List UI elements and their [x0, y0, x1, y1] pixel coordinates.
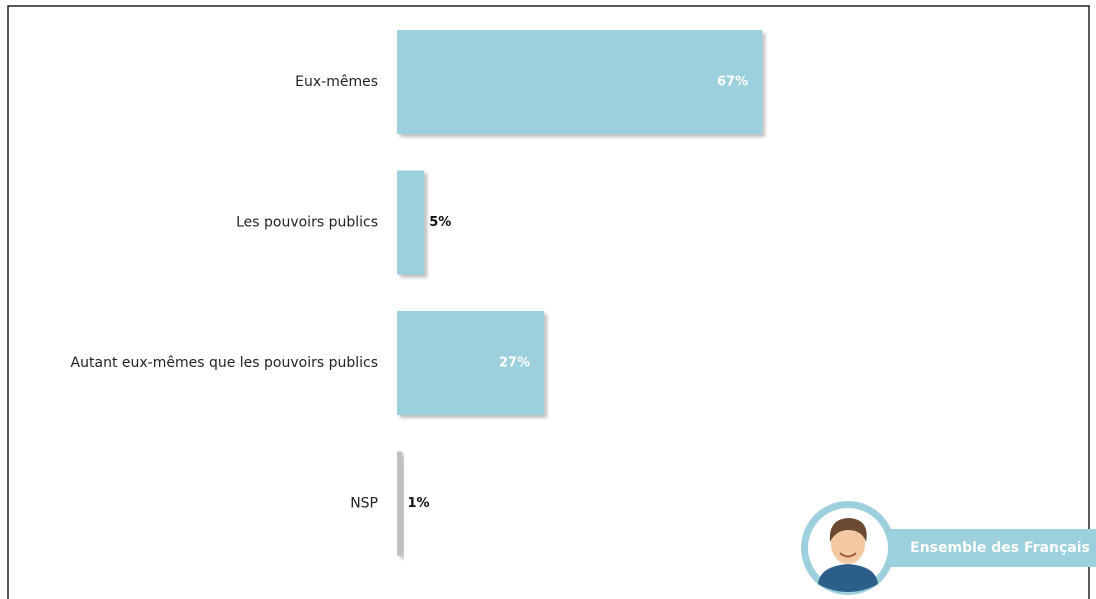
avatar-hair: [829, 518, 867, 542]
bar: [397, 170, 425, 275]
bar: [397, 451, 403, 556]
value-label: 67%: [717, 75, 748, 90]
value-label: 1%: [407, 496, 429, 511]
value-label: 27%: [499, 356, 530, 371]
badge-ribbon: [890, 529, 1096, 567]
plot: Eux-mêmes 67% Les pouvoirs publics 5% Autant…: [71, 30, 763, 556]
category-label: Les pouvoirs publics: [236, 215, 378, 231]
avatar-face: [831, 524, 865, 564]
frame: [7, 5, 1090, 599]
badge: Ensemble des Français: [801, 501, 1096, 595]
category-label: NSP: [350, 496, 378, 512]
category-label: Eux-mêmes: [295, 74, 378, 90]
category-label: Autant eux-mêmes que les pouvoirs public…: [71, 355, 378, 371]
bar: [397, 311, 545, 415]
badge-label: Ensemble des Français: [910, 540, 1090, 556]
bar: [397, 30, 763, 134]
avatar-smile: [839, 552, 857, 558]
avatar-body: [818, 564, 878, 592]
value-label: 5%: [429, 215, 451, 230]
